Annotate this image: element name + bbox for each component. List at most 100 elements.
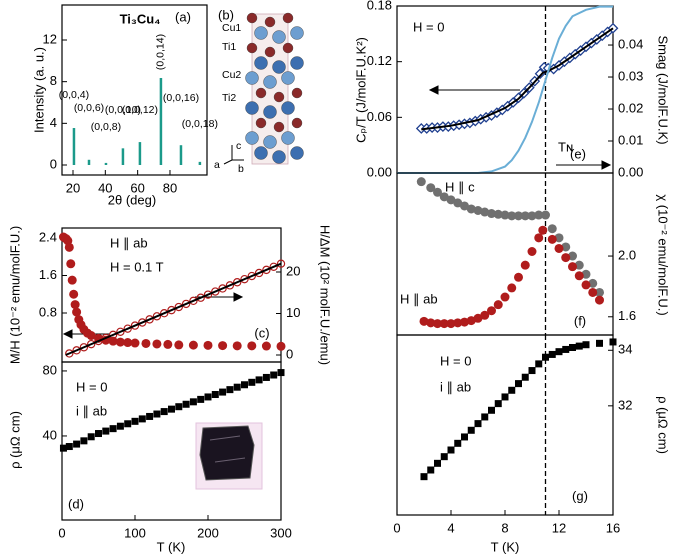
point	[115, 337, 125, 347]
point	[588, 287, 598, 297]
point	[507, 211, 517, 221]
y-tick-label: 0.18	[367, 0, 392, 12]
peak-label: (0,0,4)	[59, 89, 89, 101]
panel-label: (d)	[68, 496, 84, 511]
peak-label: (0,0,16)	[163, 92, 199, 104]
point	[218, 284, 227, 293]
point	[538, 225, 548, 235]
panel-label: (e)	[570, 146, 586, 161]
atom	[273, 121, 285, 133]
atom	[290, 26, 304, 40]
annotation: i ∥ ab	[440, 379, 471, 394]
point	[514, 272, 523, 282]
point	[232, 278, 242, 287]
site-label: Cu2	[222, 69, 241, 81]
point	[276, 341, 286, 351]
panel-label: (c)	[254, 325, 269, 340]
x-axis-title: T (K)	[491, 539, 520, 554]
point	[480, 207, 490, 217]
point	[569, 344, 576, 351]
atom	[245, 71, 259, 85]
point	[520, 260, 530, 270]
point	[175, 403, 183, 411]
point	[507, 283, 517, 293]
annotation: Tɴ	[558, 139, 573, 154]
point	[446, 319, 456, 329]
point	[473, 313, 483, 323]
atom	[291, 87, 303, 99]
point	[163, 339, 173, 349]
point	[493, 300, 503, 310]
peak-label: (0,0,14)	[155, 34, 167, 70]
atom	[282, 42, 294, 54]
point	[196, 293, 205, 302]
point	[500, 210, 510, 220]
point	[554, 233, 564, 243]
point	[562, 345, 570, 353]
point	[70, 300, 80, 310]
series-line	[65, 262, 282, 356]
point	[73, 440, 81, 448]
annotation: H = 0	[413, 19, 444, 34]
point	[433, 187, 442, 197]
point	[146, 412, 154, 420]
point	[515, 380, 522, 388]
point	[547, 224, 557, 234]
y-tick-label: 0.8	[39, 304, 57, 319]
y-tick-label: 4	[50, 115, 57, 130]
point	[534, 233, 544, 243]
point	[102, 427, 110, 435]
point	[138, 318, 147, 327]
atom	[254, 26, 268, 40]
point	[575, 342, 583, 350]
panel-label: (a)	[175, 9, 191, 24]
point	[596, 339, 603, 347]
x-tick-label: 80	[163, 180, 177, 195]
y2-tick-label: 1.6	[618, 308, 636, 323]
point	[488, 406, 495, 414]
atom	[246, 42, 258, 54]
point	[474, 420, 482, 428]
point	[174, 302, 183, 312]
y2-tick-label: 0.01	[618, 132, 643, 147]
x-tick-label: 4	[447, 520, 454, 535]
peak-label: (0,0,8)	[91, 121, 121, 133]
x-tick-label: 300	[270, 525, 292, 540]
point	[460, 317, 469, 327]
x-axis-title: T (K)	[157, 539, 186, 554]
point	[226, 386, 234, 394]
point	[277, 369, 285, 377]
point	[72, 346, 81, 355]
point	[248, 378, 256, 386]
atom	[263, 105, 277, 119]
point	[453, 198, 463, 208]
point	[211, 287, 220, 296]
point	[494, 400, 502, 408]
y-tick-label: 0	[50, 156, 57, 171]
point	[174, 340, 184, 350]
point	[116, 422, 124, 430]
point	[416, 177, 426, 187]
point	[514, 211, 523, 221]
point	[270, 371, 278, 379]
point	[534, 210, 544, 220]
point	[500, 292, 510, 302]
y2-tick-label: 34	[618, 342, 632, 357]
x-tick-label: 8	[501, 520, 508, 535]
atom	[290, 146, 304, 160]
point	[460, 201, 469, 211]
point	[94, 336, 103, 346]
point	[581, 269, 591, 279]
series-line	[397, 5, 613, 174]
point	[181, 299, 191, 309]
point	[261, 341, 271, 351]
point	[595, 295, 604, 305]
axis-label: a	[214, 159, 220, 171]
point	[203, 340, 213, 350]
y2-axis-title: χ (10⁻² emu/molF.U.)	[656, 194, 671, 315]
point	[159, 308, 169, 318]
site-label: Cu1	[222, 22, 241, 34]
point	[232, 341, 242, 351]
y-tick-label: 0.00	[367, 164, 392, 179]
atom	[245, 101, 259, 115]
